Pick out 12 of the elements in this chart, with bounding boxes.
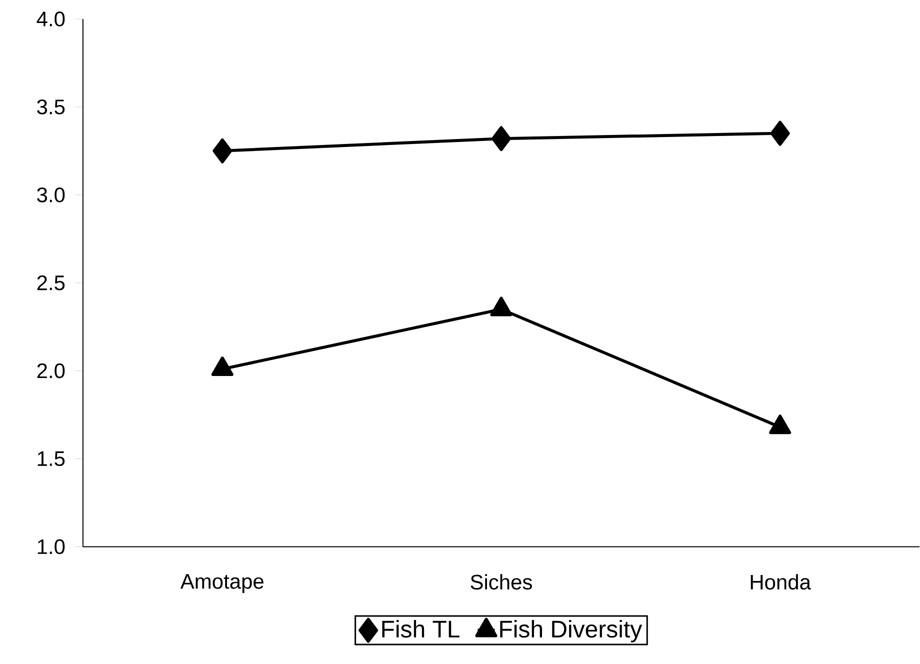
y-tick-label: 3.5 [37,100,65,115]
legend-label: Fish TL [382,620,460,638]
x-tick-label: Siches [470,574,532,590]
y-tick-label: 3.0 [37,188,65,202]
y-tick-label: 2.0 [37,364,65,378]
y-tick-label: 1.5 [38,452,65,466]
y-tick-label: 4.0 [36,12,65,27]
y-tick-label: 1.0 [38,539,65,554]
legend-label: Fish Diversity [500,620,642,643]
y-tick-label: 2.5 [37,276,65,290]
x-tick-label: Amotape [180,574,264,594]
x-tick-label: Honda [750,574,811,590]
